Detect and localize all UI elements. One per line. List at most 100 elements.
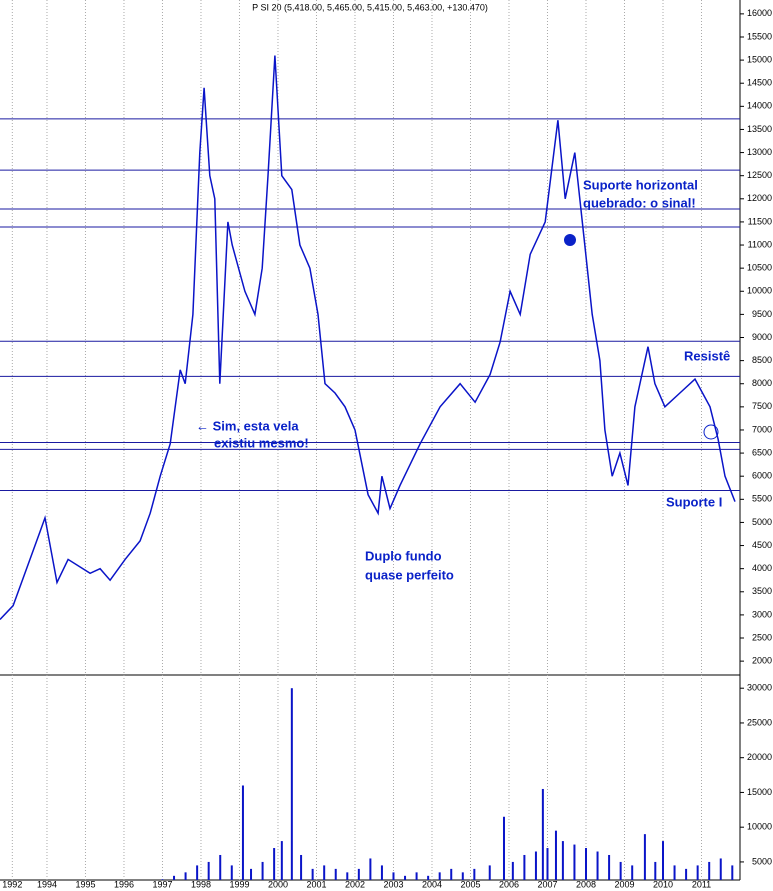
- y-tick-label: 4500: [752, 540, 772, 550]
- volume-bar: [473, 868, 476, 880]
- x-tick-label: 2010: [653, 879, 673, 889]
- volume-bar: [541, 788, 544, 880]
- y-tick-label: 8500: [752, 355, 772, 365]
- x-tick-label: 1996: [114, 879, 134, 889]
- volume-bar: [673, 865, 676, 880]
- x-tick-label: 2000: [268, 879, 288, 889]
- y-tick-label: 25000: [747, 717, 772, 727]
- volume-bar: [450, 868, 453, 880]
- volume-bar: [561, 841, 564, 880]
- y-tick-label: 12000: [747, 193, 772, 203]
- y-tick-label: 6500: [752, 447, 772, 457]
- volume-bar: [708, 861, 711, 880]
- x-tick-label: 2003: [383, 879, 403, 889]
- volume-bar: [685, 868, 688, 880]
- volume-bar: [573, 844, 576, 880]
- y-tick-label: 11000: [748, 239, 772, 249]
- volume-bar: [357, 868, 360, 880]
- y-tick-label: 8000: [752, 378, 772, 388]
- y-tick-label: 6000: [752, 471, 772, 481]
- volume-bar: [461, 872, 464, 880]
- volume-bars: [161, 688, 734, 880]
- y-tick-label: 5500: [752, 494, 772, 504]
- volume-bar: [250, 868, 253, 880]
- volume-bar: [241, 785, 244, 880]
- x-tick-label: 2008: [576, 879, 596, 889]
- x-tick-label: 2009: [614, 879, 634, 889]
- volume-bar: [643, 834, 646, 880]
- annotation: Duplo fundo: [365, 548, 442, 563]
- y-tick-label: 4000: [752, 563, 772, 573]
- x-tick-label: 1992: [2, 879, 22, 889]
- volume-bar: [584, 848, 587, 880]
- price-line: [0, 55, 736, 621]
- chart-title: P SI 20 (5,418.00, 5,465.00, 5,415.00, 5…: [252, 2, 488, 12]
- y-tick-label: 2500: [752, 632, 772, 642]
- volume-bar: [731, 865, 734, 880]
- volume-bar: [261, 861, 264, 880]
- x-tick-label: 2004: [422, 879, 442, 889]
- y-tick-label: 3000: [752, 609, 772, 619]
- volume-bar: [196, 865, 199, 880]
- volume-bar: [415, 872, 418, 880]
- y-tick-label: 9000: [752, 332, 772, 342]
- y-tick-label: 11500: [748, 216, 772, 226]
- annotation: Suporte I: [666, 494, 722, 509]
- volume-bar: [273, 848, 276, 880]
- annotation: ← Sim, esta vela: [196, 418, 299, 433]
- volume-bar: [554, 830, 557, 880]
- volume-bar: [280, 841, 283, 880]
- x-tick-label: 2006: [499, 879, 519, 889]
- x-tick-label: 1995: [75, 879, 95, 889]
- volume-bar: [654, 861, 657, 880]
- y-tick-label: 12500: [747, 170, 772, 180]
- annotation: quebrado: o sinal!: [583, 195, 696, 210]
- volume-bar: [207, 861, 210, 880]
- volume-bar: [719, 858, 722, 880]
- volume-bar: [546, 848, 549, 880]
- sad-face-icon: [703, 424, 719, 440]
- x-tick-label: 2005: [460, 879, 480, 889]
- y-tick-label: 9500: [752, 309, 772, 319]
- volume-bar: [369, 858, 372, 880]
- volume-bar: [523, 854, 526, 880]
- volume-bar: [392, 872, 395, 880]
- y-tick-label: 5000: [752, 517, 772, 527]
- annotation: existiu mesmo!: [214, 435, 309, 450]
- y-tick-label: 15000: [747, 54, 772, 64]
- volume-bar: [184, 872, 187, 880]
- y-tick-label: 13000: [747, 147, 772, 157]
- volume-bar: [334, 868, 337, 880]
- y-tick-label: 10500: [747, 263, 772, 273]
- y-tick-label: 15500: [747, 31, 772, 41]
- x-tick-label: 1999: [229, 879, 249, 889]
- y-tick-label: 13500: [747, 124, 772, 134]
- volume-bar: [488, 865, 491, 880]
- volume-bar: [161, 879, 164, 880]
- volume-bar: [596, 851, 599, 880]
- x-tick-label: 1997: [152, 879, 172, 889]
- volume-bar: [608, 854, 611, 880]
- y-tick-label: 14000: [747, 101, 772, 111]
- volume-bar: [290, 688, 293, 880]
- volume-bar: [173, 875, 176, 880]
- y-tick-label: 3500: [752, 586, 772, 596]
- y-tick-label: 14500: [747, 78, 772, 88]
- y-tick-label: 16000: [747, 8, 772, 18]
- volume-bar: [311, 868, 314, 880]
- volume-bar: [511, 861, 514, 880]
- y-tick-label: 20000: [747, 752, 772, 762]
- volume-bar: [346, 872, 349, 880]
- y-tick-label: 15000: [747, 787, 772, 797]
- annotation: Resistê: [684, 348, 730, 363]
- bomb-icon: [564, 234, 576, 246]
- volume-bar: [661, 841, 664, 880]
- x-tick-label: 2007: [537, 879, 557, 889]
- y-tick-label: 30000: [747, 683, 772, 693]
- x-tick-label: 1998: [191, 879, 211, 889]
- volume-bar: [502, 816, 505, 880]
- volume-bar: [631, 865, 634, 880]
- annotation: Suporte horizontal: [583, 177, 698, 192]
